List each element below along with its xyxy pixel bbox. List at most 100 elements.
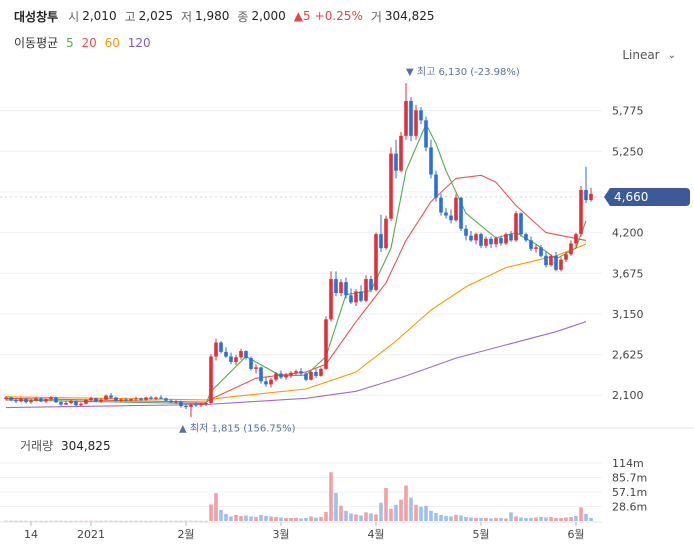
volume-bar: [534, 517, 538, 521]
candle: [494, 236, 498, 248]
volume-bar: [394, 504, 398, 521]
price-axis-tick: 5,250: [612, 145, 644, 158]
candle: [29, 399, 33, 404]
volume-bar: [399, 499, 403, 521]
volume-bar: [4, 520, 8, 522]
volume-bar: [179, 520, 183, 522]
volume-bar: [169, 520, 173, 522]
volume-bar: [409, 497, 413, 521]
volume-bar: [164, 520, 168, 522]
price-axis-tick: 5,775: [612, 105, 644, 118]
candle: [279, 370, 283, 379]
scale-dropdown[interactable]: Linear ⌄: [622, 48, 676, 62]
candle: [564, 251, 568, 263]
candle-body: [459, 197, 463, 229]
volume-bar: [194, 520, 198, 522]
candle: [409, 97, 413, 142]
price-axis-tick: 4,200: [612, 227, 644, 240]
volume-bar: [259, 514, 263, 521]
candle-body: [209, 356, 213, 403]
low-value: 1,980: [195, 9, 230, 23]
candle: [154, 396, 158, 400]
candle: [264, 377, 268, 387]
volume-bar: [144, 520, 148, 522]
volume-bar: [539, 516, 543, 521]
candle-body: [44, 399, 48, 402]
volume-bar: [499, 517, 503, 521]
candle-body: [144, 397, 148, 400]
candle-body: [29, 400, 33, 403]
volume-bar: [364, 512, 368, 521]
volume-bar: [199, 520, 203, 522]
candle: [119, 398, 123, 403]
volume-bar: [84, 520, 88, 522]
candle-body: [134, 398, 138, 400]
volume-bar: [284, 517, 288, 521]
volume-bar: [249, 516, 253, 521]
volume-bar: [529, 517, 533, 521]
candle-body: [324, 319, 328, 369]
moving-average-legend[interactable]: 이동평균 5 20 60 120: [14, 34, 155, 51]
volume-bar: [524, 517, 528, 521]
candle-body: [304, 373, 308, 380]
price-axis-tick: 3,150: [612, 308, 644, 321]
candle: [184, 403, 188, 410]
candle-body: [574, 234, 578, 244]
candle-body: [104, 395, 108, 400]
volume-bar: [449, 516, 453, 521]
volume-bar: [59, 520, 63, 522]
candle: [524, 232, 528, 242]
candle-body: [374, 234, 378, 290]
candle: [489, 236, 493, 249]
candle: [484, 236, 488, 249]
candle-body: [239, 351, 243, 358]
candle-body: [194, 404, 198, 406]
change-percent: +0.25%: [314, 9, 363, 23]
candle: [344, 277, 348, 299]
candle-body: [34, 398, 38, 401]
volume-bar: [569, 516, 573, 521]
volume-label: 거: [370, 9, 382, 24]
volume-bar: [49, 520, 53, 522]
candle: [274, 371, 278, 382]
volume-bar: [19, 520, 23, 522]
volume-bar: [359, 515, 363, 521]
volume-bar: [134, 520, 138, 522]
volume-bar: [424, 505, 428, 521]
candle: [229, 352, 233, 365]
volume-bar: [34, 520, 38, 522]
candle: [79, 402, 83, 407]
candle: [254, 364, 258, 374]
volume-axis-tick: 114m: [612, 457, 644, 470]
candle-body: [109, 395, 113, 398]
volume-bar: [264, 515, 268, 521]
volume-bar: [314, 517, 318, 521]
volume-bar: [74, 520, 78, 522]
candle-body: [484, 238, 488, 246]
candle: [334, 271, 338, 297]
candle-body: [94, 398, 98, 402]
candle-body: [379, 234, 383, 249]
candle: [444, 207, 448, 219]
volume-bar: [309, 516, 313, 521]
low-label: 저: [180, 9, 193, 24]
candle-body: [539, 247, 543, 256]
candle-body: [284, 375, 288, 378]
volume-bar: [294, 517, 298, 521]
candle: [299, 368, 303, 376]
volume-bar: [454, 514, 458, 521]
candle: [499, 235, 503, 246]
volume-bar: [139, 520, 143, 522]
candle-body: [354, 291, 358, 303]
candle: [529, 236, 533, 252]
price-axis-tick: 2,100: [612, 389, 644, 402]
candle: [114, 396, 118, 402]
candle-body: [454, 197, 458, 221]
candle: [559, 257, 563, 272]
candle-body: [444, 212, 448, 216]
candle: [414, 104, 418, 140]
volume-bar: [174, 520, 178, 522]
candle: [374, 232, 378, 292]
candle-body: [299, 371, 303, 374]
